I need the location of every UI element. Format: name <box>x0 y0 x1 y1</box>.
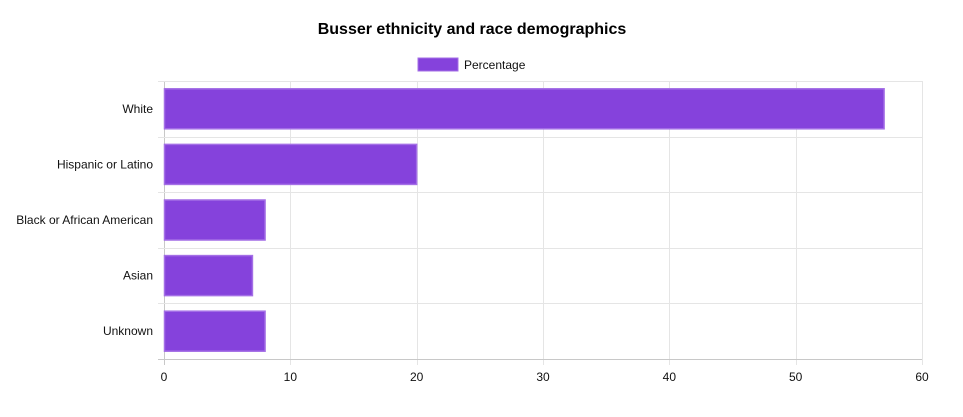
legend[interactable]: Percentage <box>417 57 526 72</box>
bar[interactable] <box>163 199 266 241</box>
legend-swatch[interactable] <box>417 57 459 72</box>
x-tick-label: 20 <box>410 370 424 384</box>
x-tick-label: 0 <box>161 370 168 384</box>
category-label: Asian <box>123 269 153 283</box>
category-labels: White Hispanic or Latino Black or African … <box>16 102 153 338</box>
x-tick-label: 60 <box>915 370 929 384</box>
chart-title: Busser ethnicity and race demographics <box>318 21 627 38</box>
bar[interactable] <box>163 310 266 352</box>
x-tick-label: 30 <box>536 370 550 384</box>
bar[interactable] <box>163 143 418 186</box>
x-tick-label: 10 <box>284 370 298 384</box>
category-label: Unknown <box>103 324 153 338</box>
category-label: Black or African American <box>16 213 153 227</box>
category-label: Hispanic or Latino <box>57 157 153 171</box>
x-tick-labels: 0 10 20 30 40 50 60 <box>161 370 929 384</box>
bar[interactable] <box>163 254 254 297</box>
bar[interactable] <box>163 88 885 130</box>
legend-label[interactable]: Percentage <box>464 58 526 72</box>
x-tick-label: 50 <box>789 370 803 384</box>
x-tick-label: 40 <box>663 370 677 384</box>
bars <box>163 88 885 352</box>
category-label: White <box>122 102 153 116</box>
